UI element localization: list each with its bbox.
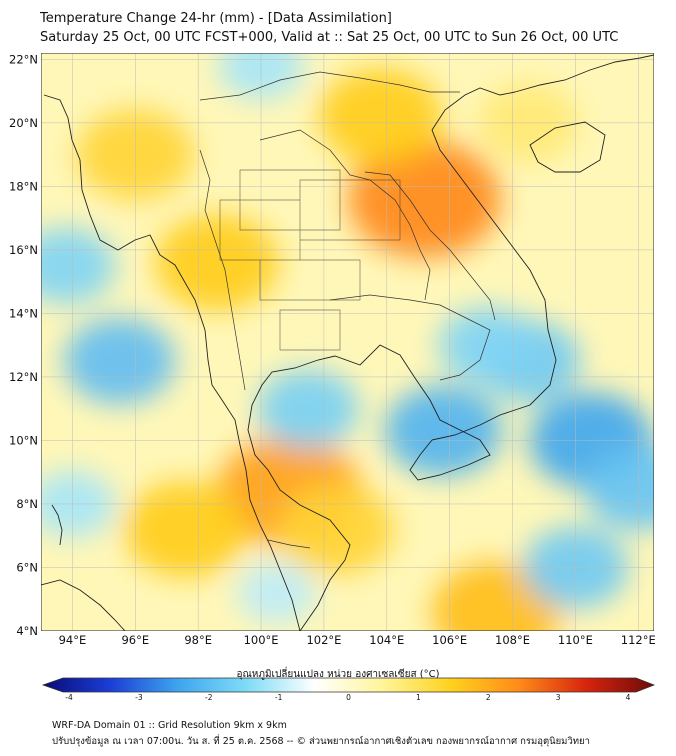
borders xyxy=(199,71,496,549)
lat-tick-label: 14°N xyxy=(9,306,38,320)
coastline-sumatra-tip xyxy=(41,579,126,631)
footer-credit: ปรับปรุงข้อมูล ณ เวลา 07:00น. วัน ส. ที่… xyxy=(52,736,590,747)
anomaly-malay-east-warm xyxy=(277,483,396,575)
coastline-vietnam-east xyxy=(431,87,557,441)
lat-tick-label: 18°N xyxy=(9,179,38,193)
anomaly-andaman-south-warm xyxy=(123,481,248,578)
colorbar-tick-label: -3 xyxy=(135,693,143,700)
lon-tick-label: 112°E xyxy=(621,633,656,647)
anomaly-bay-of-bengal-cool xyxy=(41,227,116,305)
anomaly-andaman-sea-cool xyxy=(63,317,176,405)
colorbar-tick-label: -2 xyxy=(205,693,213,700)
temperature-field xyxy=(41,53,654,631)
lat-tick-label: 4°N xyxy=(16,624,38,638)
border-malaysia xyxy=(267,539,311,549)
lat-tick-label: 12°N xyxy=(9,370,38,384)
lat-tick-label: 6°N xyxy=(16,560,38,574)
border-laos-vietnam xyxy=(364,171,496,321)
provinces-grid xyxy=(219,169,401,351)
lon-tick-label: 98°E xyxy=(184,633,212,647)
colorbar-bar xyxy=(41,677,656,693)
coastline-myanmar-thailand-west xyxy=(43,94,301,631)
colorbar-tick-label: -1 xyxy=(275,693,283,700)
border-cambodia xyxy=(329,294,491,381)
axis-labels: 22°N 20°N 18°N 16°N 14°N 12°N 10°N 8°N 6°N 4°N 94°… xyxy=(9,52,656,647)
anomaly-thai-gulf-cool xyxy=(257,369,360,449)
colorbar-tick-label: 1 xyxy=(416,693,421,700)
lon-tick-label: 96°E xyxy=(121,633,149,647)
anomaly-cambodia-east-cool xyxy=(438,306,537,384)
lon-tick-label: 104°E xyxy=(369,633,404,647)
lat-tick-label: 16°N xyxy=(9,243,38,257)
anomaly-borneo-west-cool xyxy=(584,446,654,531)
lat-tick-label: 8°N xyxy=(16,497,38,511)
footer-domain: WRF-DA Domain 01 :: Grid Resolution 9km … xyxy=(52,720,287,731)
colorbar-tick-label: 2 xyxy=(486,693,491,700)
chart-title: Temperature Change 24-hr (mm) - [Data As… xyxy=(40,11,392,26)
coastline-guangdong xyxy=(514,54,654,93)
colorbar-ticks: -4 -3 -2 -1 0 1 2 3 4 xyxy=(65,693,630,700)
lat-tick-label: 20°N xyxy=(9,116,38,130)
border-myanmar-thailand xyxy=(199,149,246,391)
lat-tick-label: 22°N xyxy=(9,52,38,66)
chart-subtitle: Saturday 25 Oct, 00 UTC FCST+000, Valid … xyxy=(40,30,619,45)
border-china-north xyxy=(199,71,460,101)
coastline-hainan xyxy=(529,121,606,173)
map-figure: 22°N 20°N 18°N 16°N 14°N 12°N 10°N 8°N 6°N 4°N 94°… xyxy=(9,52,656,700)
anomaly-mekong-delta-cool xyxy=(384,385,503,477)
colorbar-label: อุณหภูมิเปลี่ยนแปลง หน่วย องศาเซลเซียส (… xyxy=(236,669,440,680)
lat-tick-label: 10°N xyxy=(9,433,38,447)
colorbar: -4 -3 -2 -1 0 1 2 3 4 xyxy=(41,677,656,700)
lon-tick-label: 102°E xyxy=(306,633,341,647)
lon-tick-label: 108°E xyxy=(495,633,530,647)
anomaly-malay-pen-cool xyxy=(237,561,317,625)
coastlines xyxy=(41,54,654,631)
graticule xyxy=(41,53,654,631)
colorbar-tick-label: -4 xyxy=(65,693,73,700)
colorbar-tick-label: 0 xyxy=(346,693,351,700)
lon-tick-label: 94°E xyxy=(59,633,87,647)
anomaly-northeast-laos-max xyxy=(348,140,501,258)
coastline-andaman-islands xyxy=(51,504,63,546)
coastline-gulf-thailand xyxy=(247,344,491,631)
lon-tick-label: 110°E xyxy=(558,633,593,647)
map-frame-area xyxy=(41,53,654,631)
lon-tick-label: 106°E xyxy=(432,633,467,647)
colorbar-tick-label: 3 xyxy=(556,693,561,700)
border-thailand-laos xyxy=(259,129,431,301)
anomaly-north-vietnam-warm xyxy=(318,68,443,165)
colorbar-tick-label: 4 xyxy=(626,693,631,700)
anomaly-west-thailand-warm xyxy=(155,214,280,311)
lon-tick-label: 100°E xyxy=(244,633,279,647)
